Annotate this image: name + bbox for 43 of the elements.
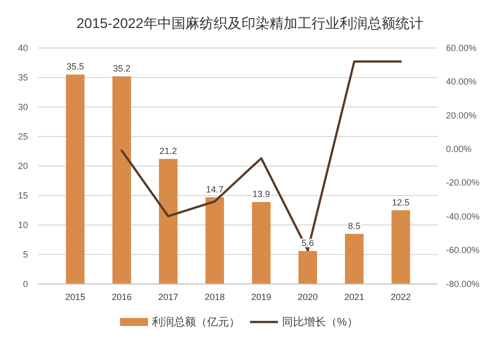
x-tick-label: 2018 [204, 292, 225, 302]
bar [344, 234, 364, 284]
y-tick-label: 10 [18, 220, 28, 230]
bar [66, 74, 85, 284]
x-tick-label: 2019 [251, 292, 272, 302]
y-tick-label: 20 [18, 160, 28, 171]
bar [298, 250, 318, 284]
bar [252, 202, 271, 284]
y-tick-label: 5 [22, 249, 28, 260]
y-tick-label: 30 [18, 102, 28, 112]
y-tick-label: 25 [18, 131, 28, 142]
x-tick-label: 2022 [390, 292, 411, 302]
y2-tick-label: -40.00% [446, 211, 480, 222]
data-label: 12.5 [392, 197, 410, 208]
y2-tick-label: 20.00% [446, 110, 477, 120]
x-tick-label: 2021 [344, 292, 364, 302]
y2-tick-label: 0.00% [446, 144, 472, 154]
y-tick-label: 15 [18, 190, 28, 200]
x-tick-label: 2016 [112, 292, 132, 302]
y-tick-label: 35 [18, 72, 28, 82]
data-label: 35.5 [66, 62, 84, 72]
data-label: 21.2 [159, 146, 177, 156]
x-tick-label: 2020 [298, 292, 318, 302]
y2-tick-label: -20.00% [446, 178, 480, 188]
y2-tick-label: 40.00% [446, 76, 477, 87]
bar [112, 76, 132, 284]
y2-tick-label: -60.00% [446, 245, 480, 256]
legend-label: 利润总额（亿元） [152, 316, 240, 329]
data-label: 14.7 [206, 184, 224, 194]
legend-label: 同比增长（%） [282, 316, 358, 329]
chart-title: 2015-2022年中国麻纺织及印染精加工行业利润总额统计 [76, 15, 424, 31]
y-tick-label: 0 [22, 278, 28, 289]
y-tick-label: 40 [18, 42, 28, 53]
y2-tick-label: 60.00% [446, 42, 477, 53]
y2-tick-label: -80.00% [446, 278, 480, 289]
bar [205, 197, 224, 284]
x-tick-label: 2015 [65, 292, 86, 302]
bar [391, 210, 410, 284]
data-label: 35.2 [112, 63, 130, 74]
data-label: 13.9 [252, 188, 270, 199]
x-tick-label: 2017 [158, 292, 178, 302]
bar [158, 158, 178, 284]
data-label: 8.5 [348, 220, 361, 231]
